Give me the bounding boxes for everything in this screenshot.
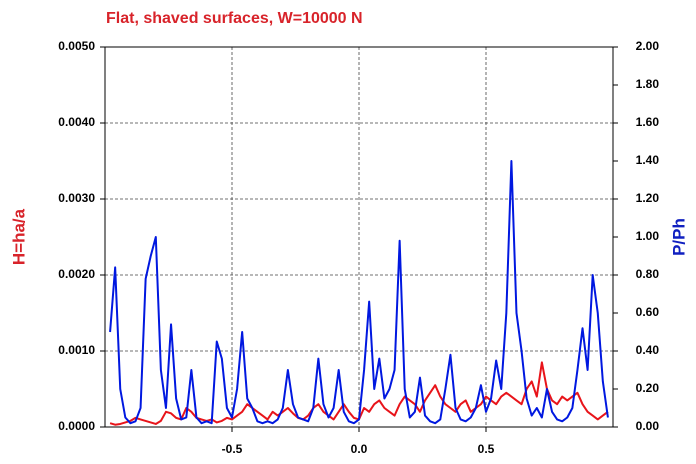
plot-frame: [104, 46, 614, 428]
y2-tick-label: 1.60: [636, 115, 660, 129]
y2-tick-label: 2.00: [636, 39, 660, 53]
y-tick-label: 0.0030: [58, 191, 95, 205]
y-tick-label: 0.0000: [58, 419, 95, 433]
y-tick-label: 0.0050: [58, 39, 95, 53]
y2-tick-label: 0.40: [636, 343, 660, 357]
y2-axis-label: P/Ph: [669, 218, 688, 256]
y2-tick-label: 0.80: [636, 267, 660, 281]
chart-title: Flat, shaved surfaces, W=10000 N: [106, 10, 363, 27]
x-tick-label: -0.5: [222, 442, 243, 456]
y2-tick-label: 1.00: [636, 229, 660, 243]
y2-tick-label: 1.20: [636, 191, 660, 205]
y2-tick-label: 0.60: [636, 305, 660, 319]
y-axis-label: H=ha/a: [9, 208, 28, 265]
y-tick-label: 0.0010: [58, 343, 95, 357]
y-tick-label: 0.0020: [58, 267, 95, 281]
y2-tick-label: 1.80: [636, 77, 660, 91]
y2-tick-label: 0.20: [636, 381, 660, 395]
series-line: [109, 160, 609, 425]
x-tick-label: 0.5: [478, 442, 495, 456]
y2-tick-label: 1.40: [636, 153, 660, 167]
x-tick-label: 0.0: [351, 442, 368, 456]
y-tick-label: 0.0040: [58, 115, 95, 129]
y2-tick-label: 0.00: [636, 419, 660, 433]
